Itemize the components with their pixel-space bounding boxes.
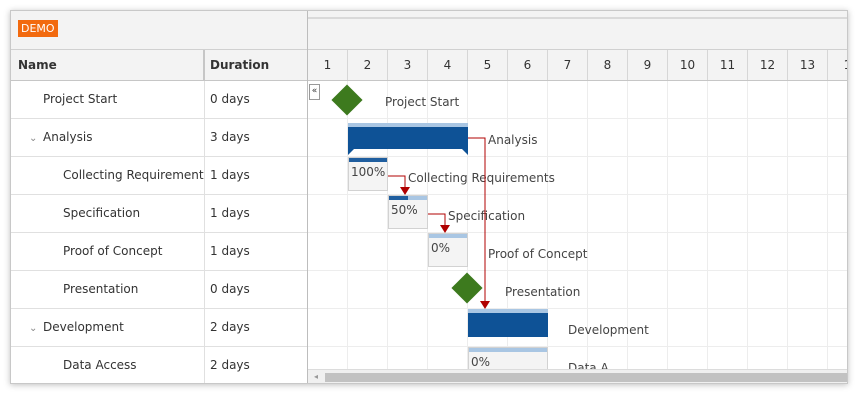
task-bar-specification[interactable]: 50% [388,195,428,229]
progress-label: 0% [431,241,451,255]
task-name: Proof of Concept [63,244,163,258]
day-header: 12 [748,50,788,80]
task-name: Presentation [63,282,139,296]
task-bar-label: Project Start [385,95,460,109]
task-bar-label: Development [568,323,649,337]
group-bar-development[interactable] [468,309,548,337]
collapse-grid-button[interactable]: « [309,84,320,100]
task-name: Development [43,320,124,334]
grid-top-bar: DEMO [11,11,307,50]
day-header: 3 [388,50,428,80]
timeline-top-bar [308,11,847,50]
timeline-header: 1 2 3 4 5 6 7 8 9 10 11 12 13 1 [308,50,847,81]
progress-label: 50% [391,203,418,217]
demo-badge: DEMO [18,20,58,37]
task-bar-label: Presentation [505,285,581,299]
table-row[interactable]: Data Access 2 days [11,347,307,383]
task-bar-label: Analysis [488,133,538,147]
day-header: 11 [708,50,748,80]
table-row[interactable]: Project Start 0 days [11,81,307,119]
task-name: Project Start [43,92,118,106]
progress-label: 100% [351,165,386,179]
task-duration: 3 days [210,130,250,144]
task-bar-label: Specification [448,209,526,223]
progress-fill [389,196,408,200]
scroll-left-icon[interactable]: ◂ [313,372,318,381]
day-header: 7 [548,50,588,80]
group-bar-analysis[interactable] [348,123,468,149]
progress-label: 0% [471,355,491,369]
task-bar-collecting-requirements[interactable]: 100% [348,157,388,191]
day-header: 1 [308,50,348,80]
column-header-duration[interactable]: Duration [210,58,270,72]
day-header: 10 [668,50,708,80]
task-duration: 1 days [210,206,250,220]
table-row[interactable]: ⌄ Analysis 3 days [11,119,307,157]
task-duration: 1 days [210,244,250,258]
task-duration: 1 days [210,168,250,182]
task-bar-label: Collecting Requirements [408,171,555,185]
chevron-down-icon[interactable]: ⌄ [29,133,38,144]
gantt-widget: DEMO Name Duration Project Start 0 days … [10,10,848,384]
task-duration: 2 days [210,320,250,334]
task-grid: DEMO Name Duration Project Start 0 days … [11,11,308,383]
day-header: 6 [508,50,548,80]
task-name: Analysis [43,130,93,144]
day-header: 9 [628,50,668,80]
chevron-down-icon[interactable]: ⌄ [29,323,38,334]
task-duration: 0 days [210,282,250,296]
table-row[interactable]: Presentation 0 days [11,271,307,309]
task-bar-proof-of-concept[interactable]: 0% [428,233,468,267]
task-duration: 2 days [210,358,250,372]
task-duration: 0 days [210,92,250,106]
day-header: 2 [348,50,388,80]
day-header: 8 [588,50,628,80]
table-row[interactable]: Specification 1 days [11,195,307,233]
column-header-name[interactable]: Name [11,50,205,80]
task-bar-label: Proof of Concept [488,247,588,261]
group-bar-end-caps [348,149,468,155]
day-header: 5 [468,50,508,80]
timeline-grid [308,81,847,369]
gantt-chart: 1 2 3 4 5 6 7 8 9 10 11 12 13 1 [308,11,847,383]
task-name: Data Access [63,358,137,372]
day-header: 13 [788,50,828,80]
scrollbar-thumb[interactable] [325,373,847,382]
day-header: 1 [828,50,847,80]
grid-header: Name Duration [11,50,307,81]
table-row[interactable]: Proof of Concept 1 days [11,233,307,271]
task-name: Collecting Requirements [63,168,205,182]
horizontal-scrollbar[interactable]: ◂ [308,369,847,383]
day-header: 4 [428,50,468,80]
table-row[interactable]: Collecting Requirements 1 days [11,157,307,195]
progress-fill [349,158,387,162]
table-row[interactable]: ⌄ Development 2 days [11,309,307,347]
task-name: Specification [63,206,141,220]
